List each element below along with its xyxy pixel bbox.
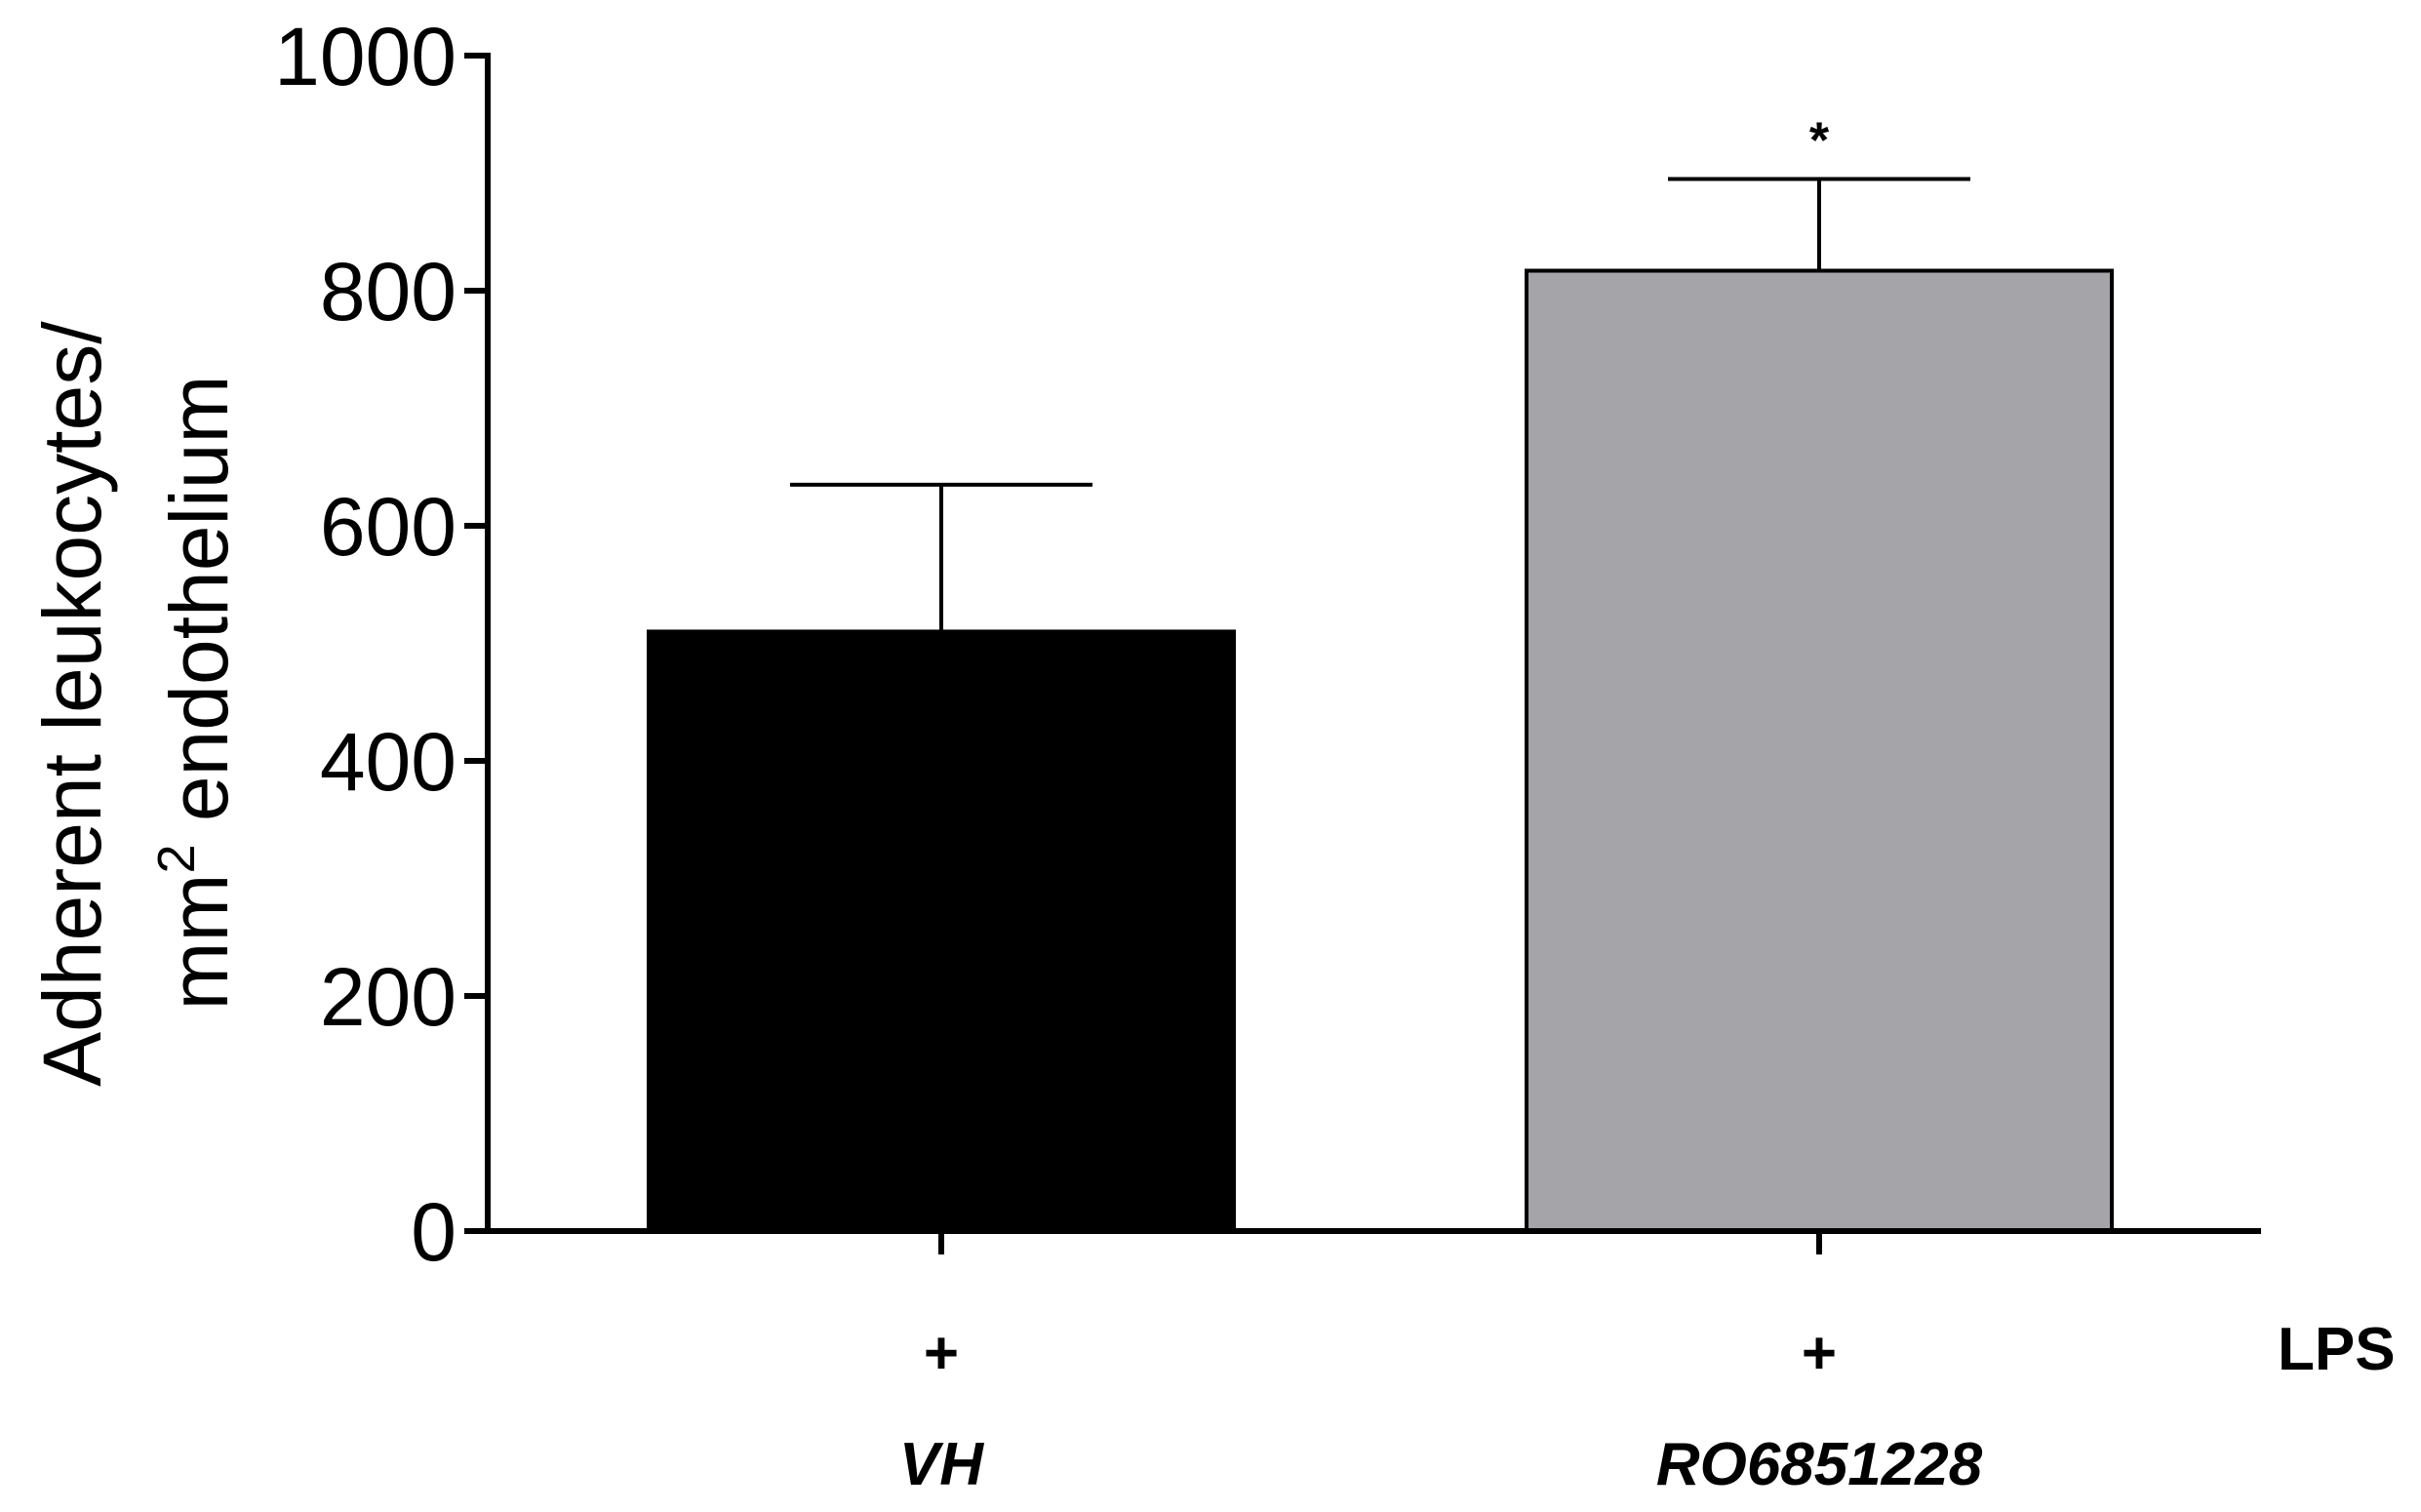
y-axis-label: Adherent leukocytes/ mm2 endothelium xyxy=(26,298,245,1087)
category-label: VH xyxy=(899,1431,984,1498)
bars-layer xyxy=(647,268,2114,1233)
bar xyxy=(1525,268,2114,1233)
treatment-row-label: LPS xyxy=(2278,1316,2396,1383)
category-label: RO6851228 xyxy=(1656,1431,1983,1498)
bar xyxy=(647,629,1236,1233)
y-axis-label-line-1: Adherent leukocytes/ xyxy=(26,321,118,1087)
y-tick-label: 800 xyxy=(320,246,456,338)
y-tick-label: 400 xyxy=(320,716,456,808)
y-tick-label: 0 xyxy=(411,1186,456,1278)
y-ticks-layer: 0 200 400 600 800 1000 xyxy=(274,11,488,1278)
y-tick-label: 200 xyxy=(320,951,456,1043)
y-tick-label: 600 xyxy=(320,481,456,573)
labels-layer: + VH * + RO6851228 xyxy=(899,113,1983,1498)
x-ticks-layer xyxy=(938,1231,1822,1254)
y-axis-label-superscript: 2 xyxy=(147,845,206,874)
treatment-mark: + xyxy=(924,1320,959,1387)
y-axis-label-mm: mm xyxy=(153,874,245,1011)
treatment-mark: + xyxy=(1802,1320,1837,1387)
significance-marker: * xyxy=(1809,113,1830,170)
axes-layer xyxy=(485,53,2261,1234)
y-tick-label: 1000 xyxy=(274,11,456,102)
error-bars-layer xyxy=(790,177,1970,632)
y-axis-label-suffix: endothelium xyxy=(153,376,245,845)
